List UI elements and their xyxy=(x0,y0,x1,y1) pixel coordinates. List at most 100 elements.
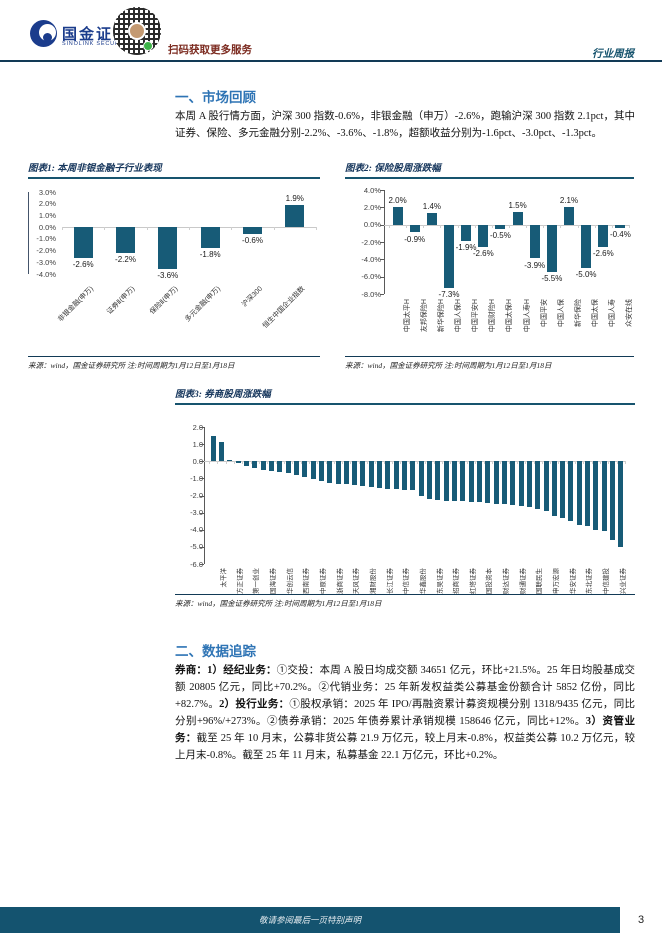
bar xyxy=(493,461,499,505)
bar xyxy=(302,461,308,477)
category-tick xyxy=(242,461,244,465)
category-tick xyxy=(383,461,385,465)
category-tick xyxy=(325,461,327,465)
bar xyxy=(512,211,523,225)
bar-value-label: 2.0% xyxy=(388,196,407,206)
footer-disclaimer-bar: 敬请参阅最后一页特别声明 xyxy=(0,907,620,933)
y-axis-tick xyxy=(200,512,204,514)
y-tick-label: 0.0% xyxy=(363,220,381,230)
figure-1: 图表1: 本周非银金融子行业表现 3.0% 2.0% 1.0% 0.0% -1.0% -2… xyxy=(28,160,320,374)
figure3-source: 来源：wind，国金证券研究所 注:时间周期为1月12日至1月18日 xyxy=(175,594,635,609)
figure3-chart: 2.0 1.0 0.0 -1.0 -2.0 -3.0 -4.0 -5.0 -6.0 太平洋 方正证券… xyxy=(175,404,635,595)
report-type-label: 行业周报 xyxy=(592,49,634,60)
x-category-label: 红塔证券 xyxy=(469,568,477,594)
bar xyxy=(518,461,524,506)
y-axis-tick xyxy=(380,190,384,191)
category-tick xyxy=(234,461,235,465)
market-review-paragraph: 本周 A 股行情方面，沪深 300 指数-0.6%，非银金融（申万）-2.6%，… xyxy=(175,111,635,139)
category-tick xyxy=(550,461,552,465)
bar xyxy=(219,442,224,462)
bar xyxy=(200,227,220,249)
logo-subtitle: SINOLINK SECURITIES xyxy=(62,41,138,47)
category-tick xyxy=(600,461,601,465)
bar xyxy=(260,461,266,470)
section-title-market-review: 一、市场回顾 xyxy=(175,90,256,105)
category-tick xyxy=(333,461,335,465)
category-tick xyxy=(104,227,106,231)
x-category-label: 中国人保 xyxy=(557,299,565,327)
bar-value-label: -2.2% xyxy=(115,254,136,264)
x-category-label: 新华保险H xyxy=(437,299,445,333)
x-category-label: 证券Ⅱ(申万) xyxy=(106,285,137,316)
bar xyxy=(418,461,424,496)
y-axis-tick xyxy=(380,276,384,278)
bar xyxy=(551,461,557,517)
category-tick xyxy=(250,461,252,465)
y-axis-line xyxy=(384,190,385,294)
bar xyxy=(235,461,241,463)
x-category-label: 浙商证券 xyxy=(336,568,344,594)
bold-text-run: 2）投行业务： xyxy=(219,699,290,710)
bar xyxy=(568,461,574,522)
y-axis-tick xyxy=(200,546,204,548)
text-run: 截至 25 年 10 月末，公募非货公募 21.9 万亿元，较上月末-0.8%，… xyxy=(175,733,636,761)
x-category-label: 财通证券 xyxy=(519,568,527,594)
category-tick xyxy=(217,461,219,465)
text-run: ①交投：本周 A 股日均成交额 34651 亿元，环比+21.5%。25 年日均… xyxy=(175,665,636,710)
category-tick xyxy=(475,461,477,465)
y-axis-tick xyxy=(380,242,384,243)
x-category-label: 华创云信 xyxy=(286,568,294,594)
x-category-label: 招商证券 xyxy=(453,568,461,594)
bar-value-label: 2.1% xyxy=(559,195,579,205)
bar xyxy=(444,224,454,288)
category-tick xyxy=(423,224,425,228)
sinolink-logo-icon xyxy=(30,20,57,47)
category-tick xyxy=(189,227,190,231)
category-tick xyxy=(406,224,408,228)
y-tick-label: 1.0 xyxy=(192,439,203,449)
x-category-label: 友邦保险H xyxy=(420,299,428,333)
category-tick xyxy=(474,224,476,228)
bar xyxy=(615,224,626,229)
y-tick-label: -1.0% xyxy=(36,234,56,244)
category-tick xyxy=(342,461,344,465)
category-tick xyxy=(317,461,319,465)
x-category-label: 中国太保H xyxy=(506,299,514,333)
category-tick xyxy=(558,461,560,465)
bar xyxy=(409,224,420,233)
bar-value-label: -2.6% xyxy=(592,249,614,259)
y-tick-label: 2.0% xyxy=(38,199,56,209)
bold-text-run: 券商：1）经纪业务： xyxy=(175,665,277,676)
y-axis-tick xyxy=(200,564,204,565)
bar xyxy=(293,461,299,475)
category-tick xyxy=(575,461,577,465)
x-category-label: 多元金融(申万) xyxy=(183,285,222,324)
x-category-label: 中国太保 xyxy=(592,299,600,327)
category-tick xyxy=(566,461,568,465)
y-axis-tick xyxy=(200,427,204,428)
x-category-label: 中国人寿 xyxy=(609,299,617,327)
x-category-label: 恒生中国企业指数 xyxy=(261,285,307,330)
bar xyxy=(377,461,383,488)
x-category-label: 申万宏源 xyxy=(553,568,560,594)
bar xyxy=(543,461,549,511)
bar xyxy=(581,224,592,268)
section-title-data-tracking: 二、数据追踪 xyxy=(175,644,256,659)
x-category-label: 中国太平H xyxy=(403,299,411,333)
bar-value-label: -3.9% xyxy=(524,260,546,270)
bar xyxy=(385,461,391,489)
category-tick xyxy=(283,461,285,465)
bar xyxy=(427,461,432,499)
category-tick xyxy=(308,461,310,465)
bar-value-label: -5.0% xyxy=(575,270,597,279)
category-tick xyxy=(508,461,510,465)
y-axis-tick xyxy=(380,259,384,261)
category-tick xyxy=(425,461,427,465)
figure1-title: 图表1: 本周非银金融子行业表现 xyxy=(28,160,320,179)
x-category-label: 天风证券 xyxy=(353,568,361,594)
category-tick xyxy=(450,461,452,465)
figure-3: 图表3: 券商股周涨跌幅 2.0 1.0 0.0 -1.0 -2.0 -3.0 -4.0 -5… xyxy=(175,386,635,628)
qr-caption: 扫码获取更多服务 xyxy=(168,44,252,56)
bar xyxy=(210,435,216,462)
